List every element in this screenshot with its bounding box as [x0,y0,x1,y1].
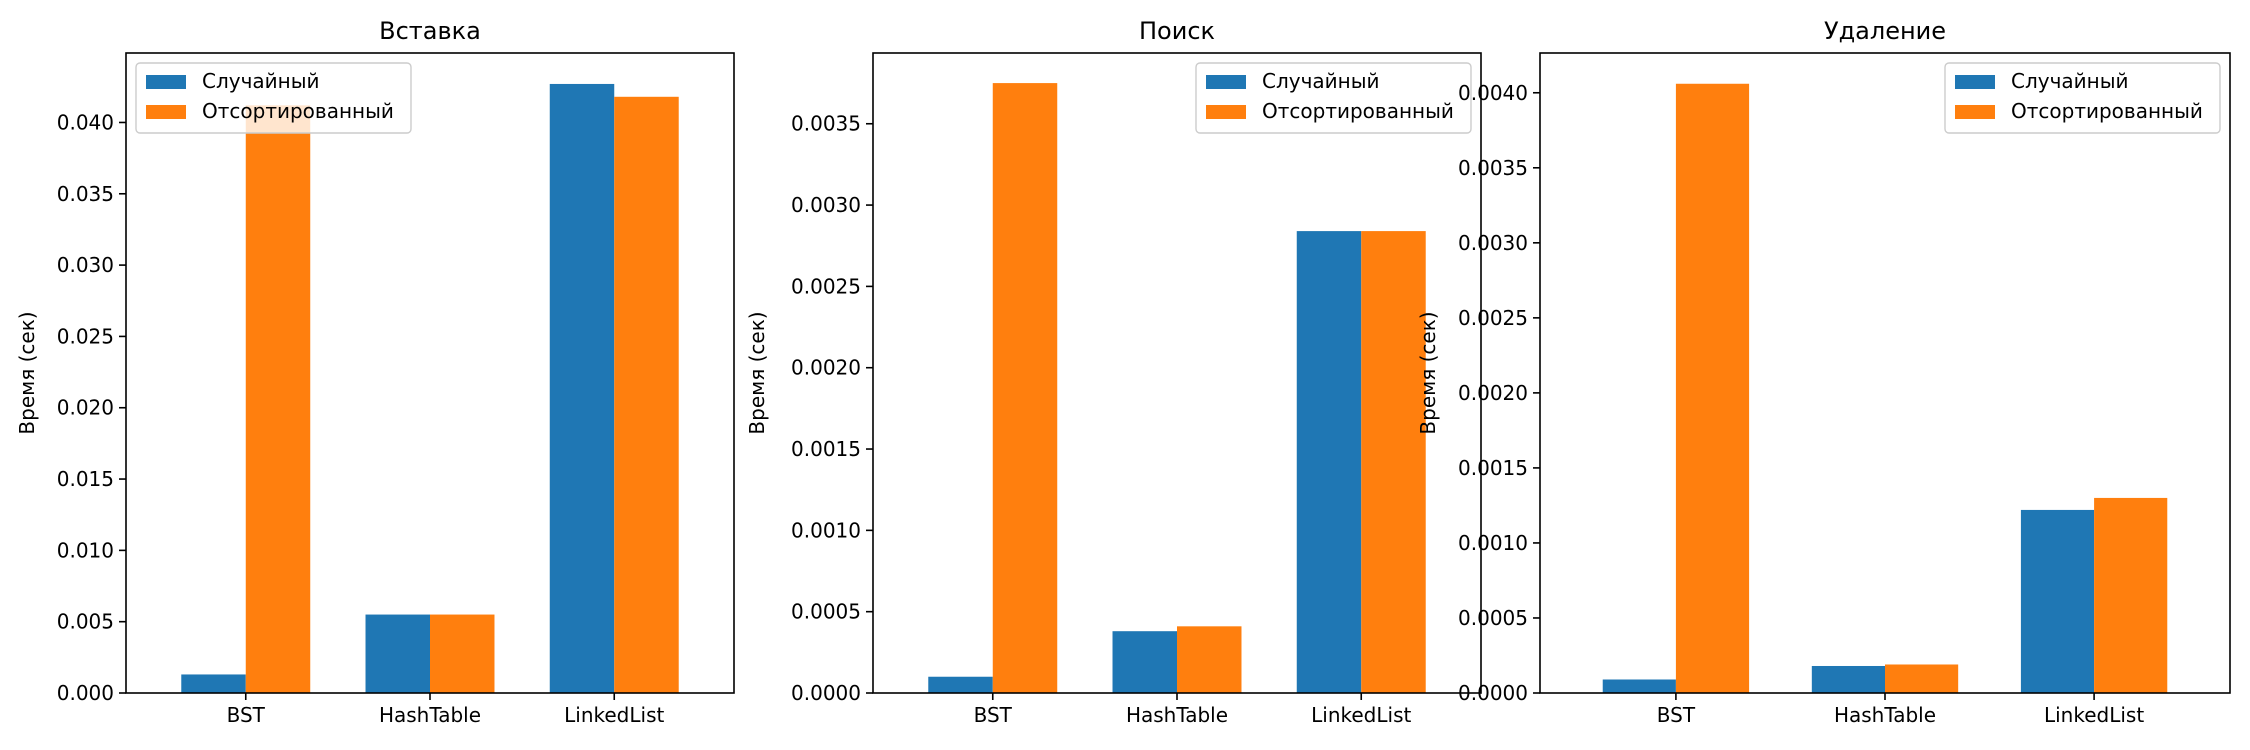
chart-title: Вставка [379,17,481,45]
x-tick-label: LinkedList [1311,703,1411,727]
y-tick-label: 0.0015 [1458,456,1528,480]
legend-swatch-series-1 [1955,75,1995,89]
x-tick-label: HashTable [1834,703,1936,727]
bar-hashtable-series-1 [365,614,430,693]
bar-bst-series-1 [181,674,246,693]
y-axis-label: Время (сек) [15,311,39,434]
chart-title: Поиск [1139,17,1215,45]
bar-hashtable-series-1 [1811,665,1885,693]
y-tick-label: 0.0040 [1458,81,1528,105]
bar-hashtable-series-1 [1112,631,1177,693]
bar-hashtable-series-2 [1885,664,1959,693]
bar-linkedlist-series-2 [2094,497,2168,693]
bar-bst-series-1 [1602,679,1676,693]
legend-label-series-1: Случайный [202,69,320,93]
x-tick-label: LinkedList [564,703,664,727]
chart-panel-3: 0.0000 0.0005 0.0010 0.0015 0.0020 0.0025 0.00… [1416,17,2231,727]
y-tick-label: 0.0000 [791,681,861,705]
bar-linkedlist-series-1 [2020,509,2095,693]
x-tick-label: LinkedList [2044,703,2144,727]
y-tick-label: 0.0015 [791,437,861,461]
bar-bst-series-2 [992,83,1058,694]
bar-bst-series-2 [1675,83,1750,693]
y-tick-label: 0.025 [57,324,114,348]
legend-box [1944,62,2221,134]
legend: Случайный Отсортированный [135,62,412,134]
legend-label-series-2: Отсортированный [2011,99,2203,123]
x-tick-label: BST [1657,703,1696,727]
legend-label-series-1: Случайный [2011,69,2129,93]
x-tick-label: BST [227,703,266,727]
y-tick-label: 0.0030 [791,193,861,217]
bar-linkedlist-series-1 [1296,231,1362,693]
chart-panel-1: 0.000 0.005 0.010 0.015 0.020 0.025 0.030 0.035… [15,17,735,727]
y-tick-label: 0.000 [57,681,114,705]
legend: Случайный Отсортированный [1944,62,2221,134]
y-tick-label: 0.0025 [1458,306,1528,330]
y-tick-label: 0.015 [57,467,114,491]
bar-bst-series-2 [245,105,311,693]
chart-title: Удаление [1824,17,1946,45]
y-tick-label: 0.0005 [791,600,861,624]
y-tick-label: 0.005 [57,610,114,634]
y-tick-label: 0.0035 [1458,156,1528,180]
y-tick-label: 0.0005 [1458,606,1528,630]
y-tick-label: 0.0025 [791,274,861,298]
bar-hashtable-series-2 [430,614,495,693]
y-tick-label: 0.0030 [1458,231,1528,255]
bar-linkedlist-series-2 [614,96,679,694]
bar-linkedlist-series-1 [549,83,615,693]
x-tick-label: HashTable [379,703,481,727]
legend-swatch-series-2 [1206,105,1246,119]
y-tick-label: 0.035 [57,182,114,206]
y-tick-label: 0.0035 [791,112,861,136]
legend-swatch-series-1 [146,75,186,89]
bar-linkedlist-series-2 [1361,231,1426,693]
y-tick-label: 0.0000 [1458,681,1528,705]
x-tick-label: HashTable [1126,703,1228,727]
legend-box [135,62,412,134]
legend-swatch-series-2 [1955,105,1995,119]
y-axis-label: Время (сек) [1416,311,1440,434]
chart-panel-2: 0.0000 0.0005 0.0010 0.0015 0.0020 0.0025 0.00… [745,17,1482,727]
bar-hashtable-series-2 [1177,626,1242,693]
legend-label-series-2: Отсортированный [202,99,394,123]
legend-box [1195,62,1472,134]
legend: Случайный Отсортированный [1195,62,1472,134]
y-tick-label: 0.020 [57,396,114,420]
x-tick-label: BST [974,703,1013,727]
legend-swatch-series-1 [1206,75,1246,89]
legend-label-series-1: Случайный [1262,69,1380,93]
y-tick-label: 0.0010 [791,518,861,542]
y-axis-label: Время (сек) [745,311,769,434]
y-tick-label: 0.0020 [1458,381,1528,405]
y-tick-label: 0.0010 [1458,531,1528,555]
legend-label-series-2: Отсортированный [1262,99,1454,123]
bar-bst-series-1 [928,676,993,693]
y-tick-label: 0.010 [57,538,114,562]
y-tick-label: 0.040 [57,110,114,134]
y-tick-label: 0.0020 [791,356,861,380]
legend-swatch-series-2 [146,105,186,119]
y-tick-label: 0.030 [57,253,114,277]
